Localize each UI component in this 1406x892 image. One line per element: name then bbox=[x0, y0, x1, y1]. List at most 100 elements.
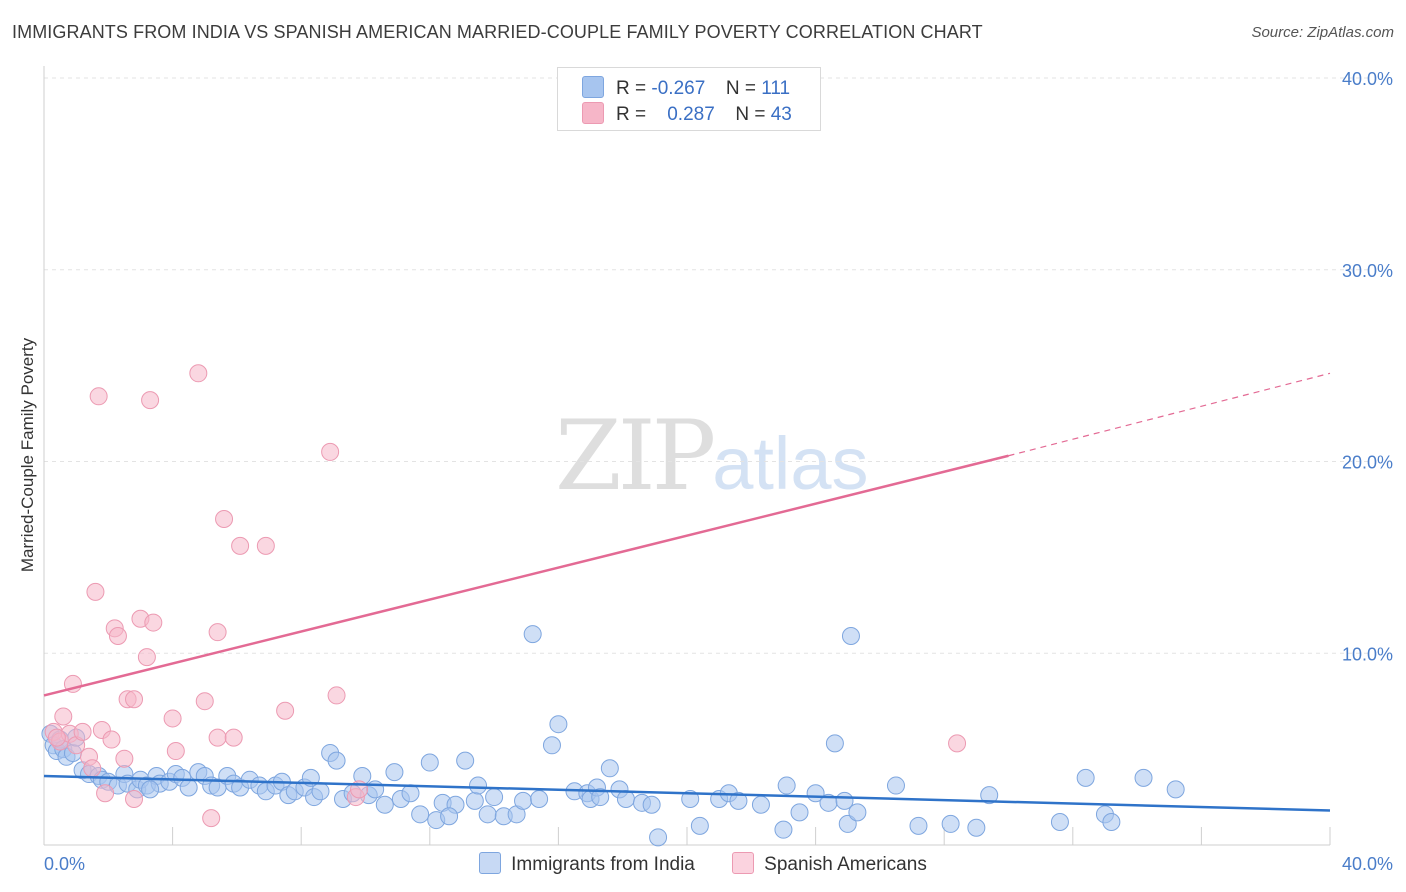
india-point bbox=[690, 816, 709, 835]
spanish-point bbox=[144, 613, 163, 632]
india-point bbox=[549, 715, 568, 734]
india-point bbox=[886, 776, 905, 795]
legend-item-india: Immigrants from India bbox=[479, 852, 695, 876]
legend-n-label: N = bbox=[725, 78, 756, 99]
spanish-point bbox=[125, 789, 144, 808]
india-point bbox=[401, 784, 420, 803]
spanish-point bbox=[276, 701, 295, 720]
india-point bbox=[141, 780, 160, 799]
legend-row-spanish: R = 0.287 N = 43 bbox=[582, 102, 792, 128]
spanish-point bbox=[202, 809, 221, 828]
spanish-point bbox=[86, 582, 105, 601]
india-point bbox=[591, 788, 610, 807]
india-point bbox=[375, 795, 394, 814]
india-point bbox=[420, 753, 439, 772]
india-point bbox=[530, 789, 549, 808]
india-point bbox=[485, 788, 504, 807]
india-point bbox=[465, 791, 484, 810]
watermark-atlas: atlas bbox=[712, 422, 869, 505]
x-tick-label: 0.0% bbox=[44, 854, 85, 874]
spanish-point bbox=[195, 692, 214, 711]
spanish-point bbox=[89, 387, 108, 406]
india-point bbox=[179, 778, 198, 797]
india-point bbox=[1102, 812, 1121, 831]
india-point bbox=[514, 791, 533, 810]
spanish-point bbox=[96, 784, 115, 803]
legend-r-label: R = bbox=[616, 104, 647, 125]
legend-n-value: 111 bbox=[761, 78, 791, 99]
spanish-point bbox=[83, 759, 102, 778]
watermark-zip: ZIP bbox=[555, 400, 716, 512]
source-credit: Source: ZipAtlas.com bbox=[1251, 24, 1394, 41]
india-point bbox=[642, 795, 661, 814]
india-point bbox=[523, 625, 542, 644]
india-point bbox=[729, 791, 748, 810]
india-point bbox=[967, 818, 986, 837]
y-tick-label: 20.0% bbox=[1342, 453, 1393, 473]
india-point bbox=[681, 789, 700, 808]
spanish-point bbox=[54, 707, 73, 726]
spanish-point bbox=[141, 391, 160, 410]
correlation-legend: R = -0.267 N = 111 R = 0.287 N = 43 bbox=[557, 67, 821, 131]
spanish-point bbox=[208, 623, 227, 642]
india-point bbox=[649, 828, 668, 847]
india-point bbox=[1050, 812, 1069, 831]
legend-label-india: Immigrants from India bbox=[511, 854, 695, 875]
spanish-point bbox=[115, 749, 134, 768]
spanish-point bbox=[231, 536, 250, 555]
spanish-point bbox=[208, 728, 227, 747]
india-point bbox=[1166, 780, 1185, 799]
legend-r-label: R = bbox=[616, 78, 647, 99]
legend-swatch-india bbox=[479, 852, 502, 874]
india-point bbox=[777, 776, 796, 795]
legend-item-spanish: Spanish Americans bbox=[732, 852, 927, 876]
series-legend: Immigrants from India Spanish Americans bbox=[0, 852, 1406, 876]
india-point bbox=[838, 814, 857, 833]
x-tick-label: 40.0% bbox=[1342, 854, 1393, 874]
india-point bbox=[469, 776, 488, 795]
spanish-point bbox=[102, 730, 121, 749]
spanish-point bbox=[166, 742, 185, 761]
spanish-point bbox=[189, 364, 208, 383]
y-tick-label: 30.0% bbox=[1342, 261, 1393, 281]
legend-row-india: R = -0.267 N = 111 bbox=[582, 76, 790, 102]
chart-title: IMMIGRANTS FROM INDIA VS SPANISH AMERICA… bbox=[12, 22, 983, 42]
spanish-point bbox=[163, 709, 182, 728]
legend-swatch-spanish bbox=[582, 102, 604, 124]
spanish-point bbox=[224, 728, 243, 747]
spanish-point bbox=[47, 728, 66, 747]
india-point bbox=[440, 807, 459, 826]
india-point bbox=[1134, 768, 1153, 787]
india-point bbox=[327, 751, 346, 770]
spanish-point bbox=[108, 626, 127, 645]
india-point bbox=[1076, 768, 1095, 787]
legend-r-value: -0.267 bbox=[651, 78, 706, 99]
india-trend-line bbox=[43, 774, 1331, 812]
spanish-point bbox=[256, 536, 275, 555]
india-point bbox=[456, 751, 475, 770]
india-point bbox=[941, 814, 960, 833]
legend-n-value: 43 bbox=[770, 104, 792, 125]
india-point bbox=[841, 626, 860, 645]
india-point bbox=[909, 816, 928, 835]
india-point bbox=[616, 789, 635, 808]
watermark: ZIPatlas bbox=[555, 400, 869, 512]
india-point bbox=[980, 786, 999, 805]
india-point bbox=[542, 736, 561, 755]
india-point bbox=[751, 795, 770, 814]
india-point bbox=[411, 805, 430, 824]
y-tick-label: 40.0% bbox=[1342, 69, 1393, 89]
legend-swatch-spanish bbox=[732, 852, 755, 874]
india-point bbox=[478, 805, 497, 824]
india-point bbox=[366, 780, 385, 799]
spanish-point bbox=[137, 648, 156, 667]
spanish-point bbox=[215, 510, 234, 529]
legend-label-spanish: Spanish Americans bbox=[764, 854, 927, 875]
india-point bbox=[825, 734, 844, 753]
spanish-point bbox=[125, 690, 144, 709]
india-point bbox=[790, 803, 809, 822]
spanish-point bbox=[327, 686, 346, 705]
india-point bbox=[848, 803, 867, 822]
india-point bbox=[385, 763, 404, 782]
